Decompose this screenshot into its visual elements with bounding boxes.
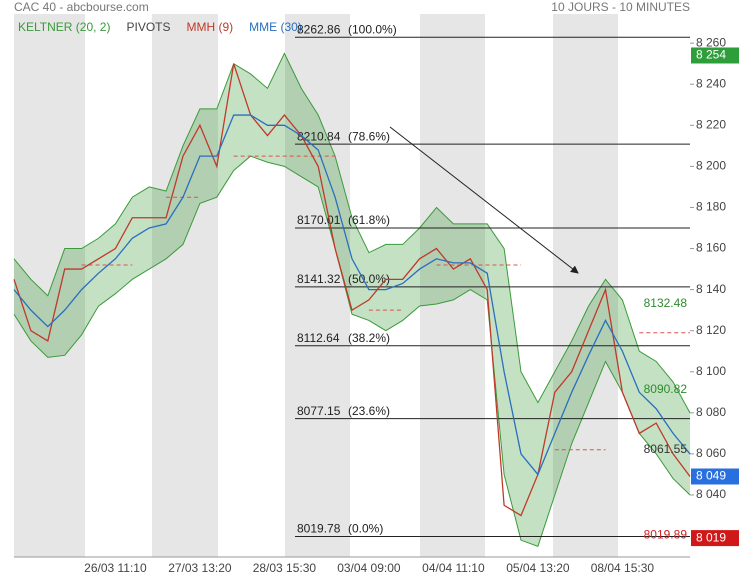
y-tick-label: 8 040 — [696, 487, 726, 501]
y-tick-label: 8 060 — [696, 446, 726, 460]
keltner-band — [14, 53, 690, 547]
legend-entry: PIVOTS — [126, 20, 170, 34]
y-tick-label: 8 200 — [696, 159, 726, 173]
price-tag — [691, 530, 739, 547]
y-tick-label: 8 160 — [696, 241, 726, 255]
fib-value: 8112.64 — [297, 331, 340, 345]
y-tick-label: 8 220 — [696, 117, 726, 131]
level-annotation: 8132.48 — [644, 296, 688, 310]
y-tick-label: 8 180 — [696, 200, 726, 214]
series-line — [13, 114, 691, 476]
y-tick-label: 8 080 — [696, 405, 726, 419]
fib-value: 8077.15 — [297, 404, 341, 418]
chart-title: CAC 40 - abcbourse.com — [14, 0, 149, 14]
x-tick-label: 05/04 13:20 — [506, 561, 570, 575]
fib-value: 8019.78 — [297, 522, 341, 536]
fib-percent: (100.0%) — [348, 22, 397, 36]
x-tick-label: 03/04 09:00 — [337, 561, 401, 575]
day-band — [152, 14, 218, 557]
trend-arrow — [389, 126, 579, 274]
day-band — [14, 14, 85, 557]
chart-subtitle: 10 JOURS - 10 MINUTES — [551, 0, 690, 14]
fib-percent: (78.6%) — [348, 129, 390, 143]
price-tag-label: 8 254 — [696, 48, 726, 62]
x-tick-label: 28/03 15:30 — [253, 561, 317, 575]
x-tick-label: 27/03 13:20 — [168, 561, 232, 575]
level-annotation: 8019.89 — [644, 527, 688, 541]
y-tick-label: 8 100 — [696, 364, 726, 378]
price-tag-label: 8 019 — [696, 530, 726, 544]
x-tick-label: 04/04 11:10 — [422, 561, 485, 575]
level-annotation: 8090.82 — [644, 382, 688, 396]
day-band — [420, 14, 485, 557]
fib-value: 8141.32 — [297, 272, 341, 286]
day-shading — [14, 14, 618, 557]
price-tag — [691, 468, 739, 485]
fib-value: 8210.84 — [297, 129, 341, 143]
legend-entry: MMH (9) — [187, 20, 234, 34]
series-line — [13, 63, 691, 517]
price-tag — [691, 47, 739, 64]
fib-percent: (61.8%) — [348, 213, 390, 227]
legend-entry: MME (30) — [249, 20, 302, 34]
y-tick-label: 8 240 — [696, 76, 726, 90]
fib-value: 8262.86 — [297, 22, 341, 36]
day-band — [285, 14, 350, 557]
y-tick-label: 8 120 — [696, 323, 726, 337]
level-annotation: 8061.55 — [644, 442, 688, 456]
fib-percent: (0.0%) — [348, 522, 383, 536]
x-tick-label: 08/04 15:30 — [591, 561, 655, 575]
legend: KELTNER (20, 2) PIVOTS MMH (9) MME (30) — [18, 20, 302, 34]
y-tick-label: 8 140 — [696, 282, 726, 296]
fib-percent: (38.2%) — [348, 331, 390, 345]
price-tag-label: 8 049 — [696, 469, 726, 483]
y-tick-label: 8 260 — [696, 35, 726, 49]
legend-entry: KELTNER (20, 2) — [18, 20, 110, 34]
fib-percent: (50.0%) — [348, 272, 390, 286]
keltner-upper — [13, 52, 691, 414]
fib-value: 8170.01 — [297, 213, 341, 227]
x-tick-label: 26/03 11:10 — [84, 561, 147, 575]
keltner-lower — [13, 155, 691, 547]
fib-percent: (23.6%) — [348, 404, 390, 418]
